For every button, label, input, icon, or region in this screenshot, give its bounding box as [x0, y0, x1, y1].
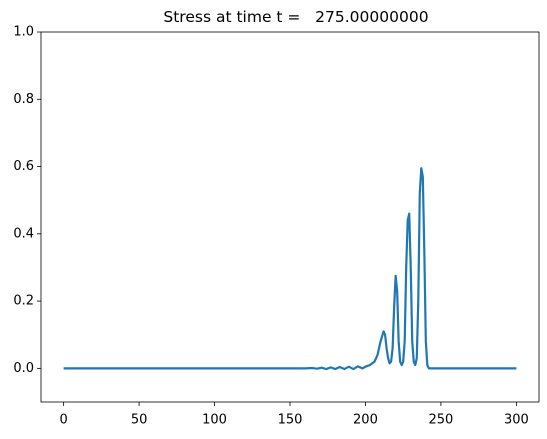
- data-line: [63, 167, 517, 371]
- x-tick-label: 200: [353, 413, 378, 428]
- chart-title: Stress at time t = 275.00000000: [163, 8, 428, 26]
- x-tick-label: 100: [202, 413, 227, 428]
- x-tick-label: 50: [131, 413, 148, 428]
- y-tick-label: 0.4: [13, 226, 34, 241]
- x-tick-label: 300: [504, 413, 529, 428]
- y-tick-label: 0.0: [13, 361, 34, 376]
- x-tick-label: 150: [278, 413, 303, 428]
- y-tick-label: 0.6: [13, 159, 34, 174]
- x-tick-label: 250: [428, 413, 453, 428]
- y-tick-label: 1.0: [13, 25, 34, 40]
- y-tick-label: 0.8: [13, 92, 34, 107]
- y-tick-label: 0.2: [13, 294, 34, 309]
- x-tick-label: 0: [59, 413, 67, 428]
- axes-frame: [40, 31, 540, 403]
